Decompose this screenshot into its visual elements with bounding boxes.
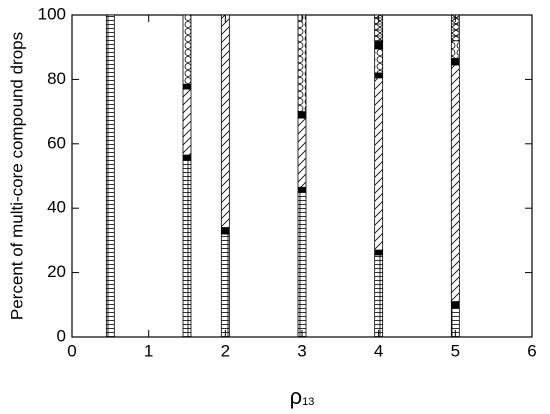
y-tick-label: 20 bbox=[47, 262, 66, 281]
bar-segment bbox=[182, 159, 192, 338]
bar-segment bbox=[220, 233, 230, 338]
x-tick-label: 5 bbox=[451, 341, 460, 360]
y-tick-label: 0 bbox=[57, 326, 66, 345]
bar-segment bbox=[182, 83, 192, 90]
bar-segment bbox=[450, 301, 460, 309]
bar-segment bbox=[297, 186, 307, 193]
bar-segment bbox=[374, 40, 384, 50]
x-tick-label: 2 bbox=[221, 341, 230, 360]
y-tick-label: 40 bbox=[47, 198, 66, 217]
bar-segment bbox=[450, 58, 460, 66]
x-tick-label: 6 bbox=[527, 341, 536, 360]
bar-segment bbox=[450, 64, 460, 302]
bar-segment bbox=[374, 77, 384, 251]
bar-segment bbox=[374, 48, 384, 74]
bar-segment bbox=[297, 191, 307, 338]
bar-segment bbox=[374, 254, 384, 338]
y-tick-label: 60 bbox=[47, 133, 66, 152]
bar-segment bbox=[182, 88, 192, 156]
y-tick-label: 100 bbox=[38, 4, 66, 23]
x-tick-label: 4 bbox=[374, 341, 383, 360]
x-tick-label: 0 bbox=[67, 341, 76, 360]
bar-segment bbox=[374, 249, 384, 256]
bar-segment bbox=[105, 14, 115, 338]
y-axis-label: Percent of multi-core compound drops bbox=[7, 32, 26, 320]
bar-segment bbox=[297, 117, 307, 188]
bar-segment bbox=[182, 14, 192, 85]
x-axis-label: ρ13 bbox=[290, 384, 315, 409]
bar-segment bbox=[182, 154, 192, 161]
bar-segment bbox=[297, 111, 307, 119]
x-tick-label: 1 bbox=[144, 341, 153, 360]
bar-segment bbox=[220, 14, 230, 228]
x-label-sub: 13 bbox=[302, 396, 314, 408]
y-tick-label: 80 bbox=[47, 69, 66, 88]
bar-segment bbox=[450, 40, 460, 59]
x-tick-label: 3 bbox=[297, 341, 306, 360]
bar-segment bbox=[374, 72, 384, 79]
bar-segment bbox=[220, 227, 230, 235]
x-label-main: ρ bbox=[290, 384, 303, 409]
bar-segment bbox=[297, 14, 307, 112]
